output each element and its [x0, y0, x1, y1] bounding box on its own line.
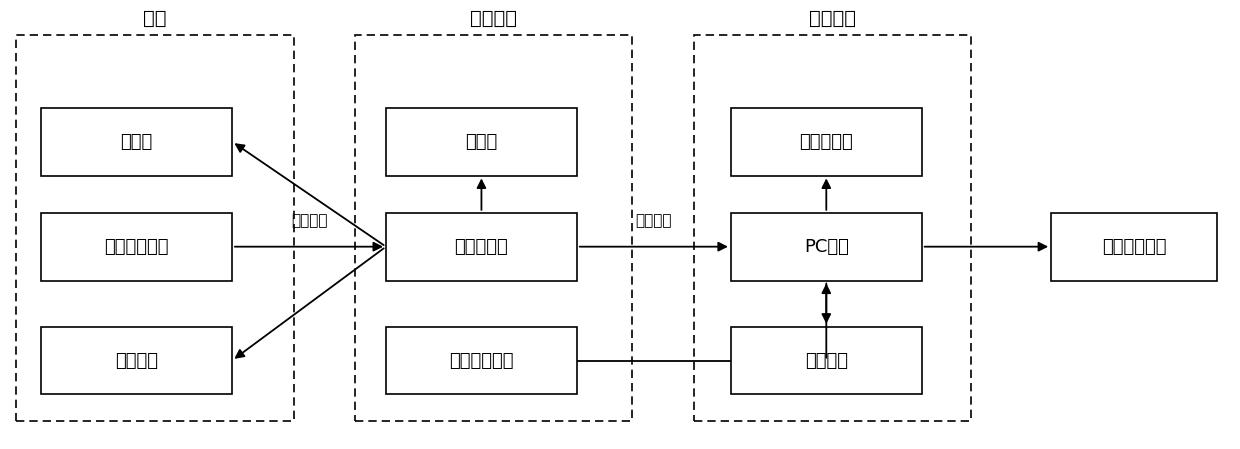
- Text: 便携移动终端: 便携移动终端: [1102, 238, 1167, 255]
- Bar: [386, 326, 577, 395]
- Bar: [386, 108, 577, 176]
- Bar: [41, 108, 232, 176]
- Bar: [16, 35, 294, 421]
- Bar: [694, 35, 971, 421]
- Text: 测控分机: 测控分机: [470, 9, 517, 27]
- Bar: [730, 326, 921, 395]
- Bar: [41, 326, 232, 395]
- Text: 电动窗: 电动窗: [120, 132, 153, 150]
- Bar: [386, 213, 577, 281]
- Text: 粮情测控设备: 粮情测控设备: [104, 238, 169, 255]
- Bar: [355, 35, 632, 421]
- Text: 视频监控设备: 视频监控设备: [449, 352, 513, 370]
- Text: 粮库: 粮库: [144, 9, 167, 27]
- Text: 报警器: 报警器: [465, 132, 497, 150]
- Text: 无线传输: 无线传输: [636, 213, 672, 228]
- Text: 无线传输: 无线传输: [290, 213, 327, 228]
- Text: 轴流风机: 轴流风机: [115, 352, 157, 370]
- Text: 智能控制柜: 智能控制柜: [455, 238, 508, 255]
- Bar: [730, 108, 921, 176]
- Text: 测控主机: 测控主机: [808, 9, 856, 27]
- Text: PC终端: PC终端: [804, 238, 848, 255]
- Text: 视频监控屏: 视频监控屏: [800, 132, 853, 150]
- Bar: [41, 213, 232, 281]
- Bar: [730, 213, 921, 281]
- Text: 外网系统: 外网系统: [805, 352, 848, 370]
- Bar: [1052, 213, 1218, 281]
